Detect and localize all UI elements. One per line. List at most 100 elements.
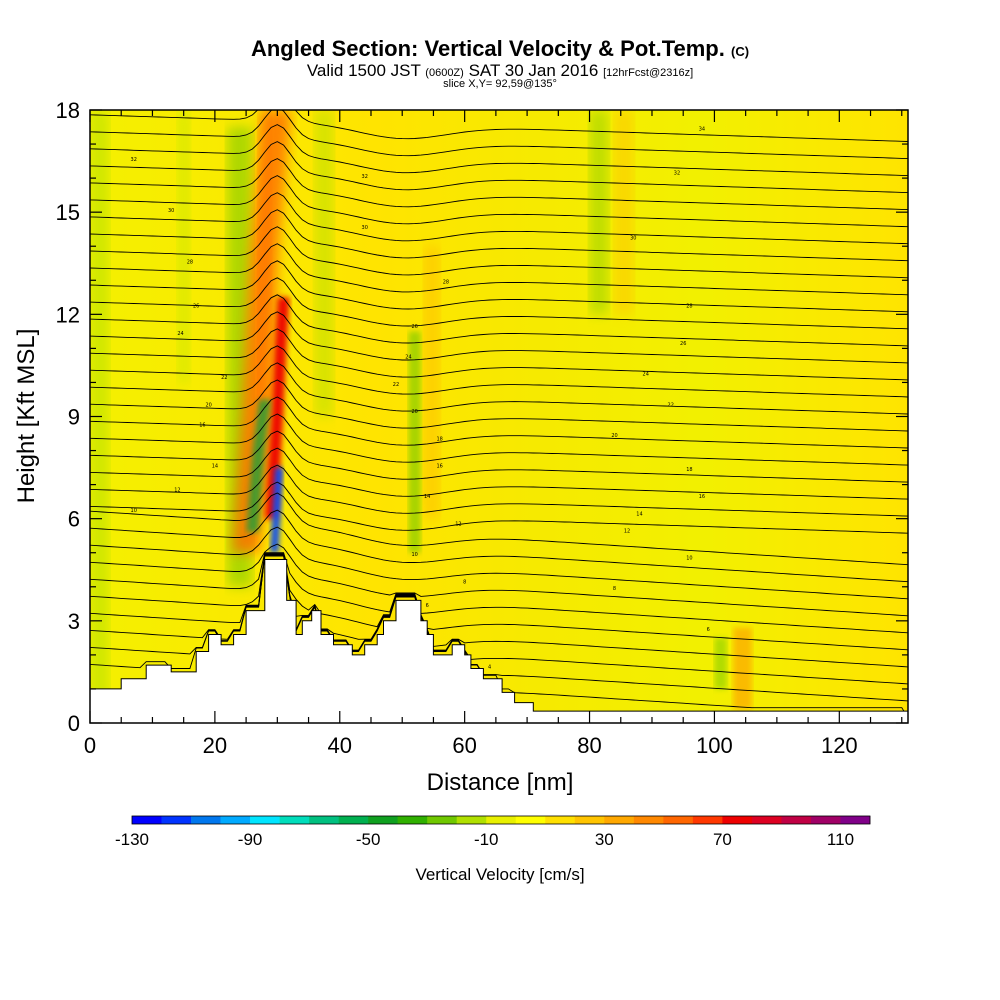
x-tick-label: 100 xyxy=(696,733,733,758)
plot-area: 10 12 14 16 20 22 24 26 28 30 32 32 30 28 26 24 22 20 18 16… xyxy=(90,110,908,723)
colorbar-swatch xyxy=(751,816,782,824)
colorbar-title: Vertical Velocity [cm/s] xyxy=(415,865,584,884)
colorbar-swatch xyxy=(397,816,428,824)
isentrope xyxy=(90,311,908,364)
colorbar-swatch xyxy=(810,816,841,824)
contour-label: 4 xyxy=(488,665,491,671)
contour-label: 30 xyxy=(362,225,368,231)
contour-label: 22 xyxy=(221,375,227,381)
slice-info: slice X,Y= 92,59@135° xyxy=(443,78,557,90)
updraft-halo xyxy=(232,110,292,553)
contour-label: 30 xyxy=(630,235,636,241)
contour-label: 14 xyxy=(424,494,430,500)
colorbar-swatch xyxy=(161,816,192,824)
isentrope xyxy=(90,175,908,228)
contour-label: 32 xyxy=(131,157,137,163)
contour-label: 20 xyxy=(205,402,211,408)
contour-label: 12 xyxy=(174,487,180,493)
contour-label: 34 xyxy=(699,126,705,132)
isentrope xyxy=(90,110,908,142)
y-tick-label: 0 xyxy=(68,711,80,736)
colorbar-swatch xyxy=(722,816,753,824)
contour-label: 12 xyxy=(455,521,461,527)
terrain xyxy=(90,559,908,723)
contour-label: 26 xyxy=(193,304,199,310)
contour-label: 6 xyxy=(426,603,429,609)
isentrope xyxy=(90,509,908,583)
isentrope xyxy=(90,209,908,262)
isentrope xyxy=(90,413,908,466)
downdraft-halo xyxy=(246,399,271,533)
velocity-band xyxy=(408,331,421,553)
colorbar-swatch xyxy=(250,816,280,824)
isentrope xyxy=(90,328,908,381)
y-axis-title: Height [Kft MSL] xyxy=(13,329,40,504)
colorbar-swatch xyxy=(368,816,398,824)
x-tick-label: 120 xyxy=(821,733,858,758)
colorbar-swatch xyxy=(220,816,251,824)
isentrope xyxy=(90,110,908,160)
updraft-core xyxy=(265,297,290,519)
colorbar-swatch xyxy=(279,816,310,824)
y-tick-labels: 0 3 6 9 12 15 18 xyxy=(56,98,80,736)
isentrope xyxy=(90,141,908,194)
colorbar-swatch xyxy=(781,816,812,824)
contour-label: 28 xyxy=(187,259,193,265)
isentrope xyxy=(90,345,908,398)
colorbar-swatch xyxy=(191,816,221,824)
isentrope xyxy=(90,447,908,500)
colorbar-swatch xyxy=(427,816,458,824)
colorbar-swatch xyxy=(692,816,723,824)
y-tick-label: 15 xyxy=(56,200,80,225)
x-tick-label: 80 xyxy=(577,733,601,758)
x-tick-label: 40 xyxy=(328,733,352,758)
contour-label: 24 xyxy=(177,331,183,337)
colorbar-swatch xyxy=(309,816,339,824)
contour-label: 10 xyxy=(131,508,137,514)
colorbar-swatch xyxy=(840,816,871,824)
contour-label: 22 xyxy=(668,402,674,408)
contour-label: 24 xyxy=(643,372,649,378)
contour-label: 26 xyxy=(412,324,418,330)
colorbar-swatch xyxy=(604,816,635,824)
colorbar-tick-label: -10 xyxy=(474,830,499,849)
velocity-field-background xyxy=(90,110,908,723)
contour-label: 22 xyxy=(393,382,399,388)
isentrope xyxy=(90,554,908,702)
contour-label: 26 xyxy=(680,341,686,347)
isentrope xyxy=(90,464,908,517)
potential-temperature-contours xyxy=(90,110,908,719)
isentrope xyxy=(90,492,908,566)
velocity-band xyxy=(589,110,609,315)
velocity-band xyxy=(614,110,634,315)
colorbar-swatch xyxy=(338,816,369,824)
contour-label: 18 xyxy=(686,467,692,473)
isentrope xyxy=(90,396,908,449)
colorbar-swatch xyxy=(456,816,487,824)
isentrope xyxy=(90,379,908,432)
chart-title: Angled Section: Vertical Velocity & Pot.… xyxy=(250,36,750,61)
contour-label: 30 xyxy=(168,208,174,214)
contour-labels: 10 12 14 16 20 22 24 26 28 30 32 32 30 28 26 24 22 20 18 16… xyxy=(131,126,710,670)
x-tick-label: 60 xyxy=(452,733,476,758)
colorbar-labels: -130 -90 -50 -10 30 70 110 xyxy=(115,830,854,849)
colorbar-swatch xyxy=(515,816,546,824)
isentrope xyxy=(90,277,908,330)
contour-label: 16 xyxy=(436,464,442,470)
velocity-band xyxy=(733,627,752,710)
velocity-band xyxy=(714,637,727,689)
y-tick-label: 18 xyxy=(56,98,80,123)
colorbar-swatch xyxy=(663,816,694,824)
contour-label: 12 xyxy=(624,528,630,534)
contour-label: 16 xyxy=(699,494,705,500)
isentrope xyxy=(90,553,908,668)
contour-label: 16 xyxy=(199,423,205,429)
contour-label: 32 xyxy=(362,174,368,180)
y-tick-label: 12 xyxy=(56,302,80,327)
isentrope xyxy=(90,554,908,685)
x-tick-label: 20 xyxy=(203,733,227,758)
isentrope xyxy=(90,243,908,296)
contour-label: 10 xyxy=(686,556,692,562)
colorbar-tick-label: -130 xyxy=(115,830,149,849)
